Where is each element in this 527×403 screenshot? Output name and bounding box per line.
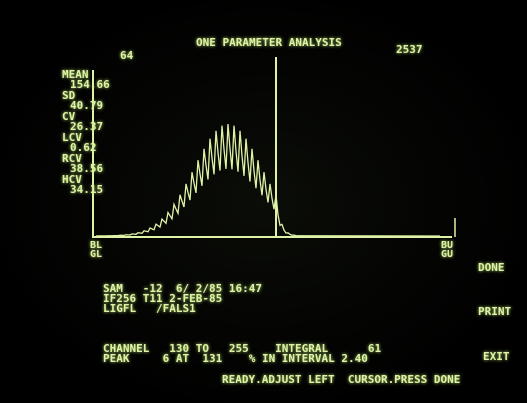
info-line: LIGFL /FALS1 — [103, 302, 196, 315]
left-count: 64 — [120, 49, 134, 62]
stat-label: RCV — [62, 152, 82, 165]
stat-value: 34.15 — [70, 183, 104, 196]
title: ONE PARAMETER ANALYSIS — [196, 36, 342, 49]
info-line: IF256 T11 2-FEB-85 — [103, 292, 223, 305]
status-line: READY.ADJUST LEFT CURSOR.PRESS DONE — [222, 373, 461, 386]
stat-value: 26.37 — [70, 120, 104, 133]
stat-label: CV — [62, 110, 76, 123]
result-line: CHANNEL 130 TO 255 INTEGRAL 61 — [103, 342, 382, 355]
axis-label: GU — [441, 249, 454, 260]
result-line: PEAK 6 AT 131 % IN INTERVAL 2.40 — [103, 352, 368, 365]
total-count: 2537 — [396, 43, 423, 56]
axis-label: BL — [90, 240, 103, 251]
axis-label: GL — [90, 249, 103, 260]
stat-label: HCV — [62, 173, 82, 186]
stat-label: SD — [62, 89, 76, 102]
stat-value: 154.66 — [70, 78, 110, 91]
menu-print[interactable]: PRINT — [478, 305, 512, 318]
stat-label: LCV — [62, 131, 82, 144]
axis-label: BU — [441, 240, 454, 251]
histogram-trace — [95, 123, 441, 237]
stat-label: MEAN — [62, 68, 89, 81]
stat-value: 38.56 — [70, 162, 104, 175]
menu-exit[interactable]: EXIT — [483, 350, 510, 363]
info-line: SAM -12 6/ 2/85 16:47 — [103, 282, 262, 295]
menu-done[interactable]: DONE — [478, 261, 505, 274]
stat-value: 40.79 — [70, 99, 104, 112]
stat-value: 0.62 — [70, 141, 97, 154]
